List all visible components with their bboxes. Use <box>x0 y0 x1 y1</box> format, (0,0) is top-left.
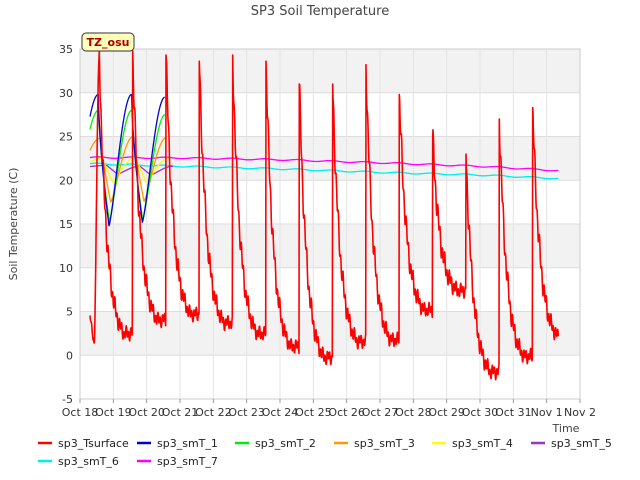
x-axis-label: Time <box>552 422 580 435</box>
y-tick-label: 10 <box>59 262 73 275</box>
y-tick-label: 15 <box>59 218 73 231</box>
series-line-sp3-smT-7 <box>89 156 559 172</box>
y-tick-label: 30 <box>59 87 73 100</box>
x-tick-label: Oct 31 <box>495 406 532 419</box>
series-lines <box>89 49 560 381</box>
x-tick-label: Oct 28 <box>395 406 432 419</box>
badge-label: TZ_osu <box>87 36 130 49</box>
y-tick-label: 25 <box>59 131 73 144</box>
plot-band <box>80 180 580 224</box>
x-tick-label: Oct 20 <box>128 406 165 419</box>
legend-label: sp3_Tsurface <box>58 437 129 450</box>
series-line-sp3-smT-1 <box>89 93 165 227</box>
x-tick-label: Nov 1 <box>531 406 563 419</box>
x-tick-label: Oct 26 <box>328 406 365 419</box>
series-line-sp3-smT-6 <box>89 162 559 180</box>
x-tick-label: Oct 23 <box>228 406 265 419</box>
legend: sp3_Tsurface sp3_smT_1 sp3_smT_2 sp3_smT_3 s… <box>38 437 612 468</box>
y-tick-label: 0 <box>66 349 73 362</box>
x-tick-label: Oct 25 <box>295 406 332 419</box>
x-tick-label: Oct 22 <box>195 406 232 419</box>
x-tick-label: Oct 21 <box>162 406 199 419</box>
chart-title: SP3 Soil Temperature <box>251 4 389 19</box>
badge-box <box>81 32 135 52</box>
y-tick-label: 5 <box>66 306 73 319</box>
plot-band <box>80 267 580 312</box>
plot-band <box>80 92 580 137</box>
x-tick-label: Oct 24 <box>262 406 299 419</box>
x-tick-label: Oct 18 <box>62 406 99 419</box>
legend-label: sp3_smT_5 <box>551 437 612 450</box>
x-tick-label: Oct 27 <box>362 406 399 419</box>
plot-band <box>80 49 580 93</box>
plot-band <box>80 224 580 268</box>
legend-label: sp3_smT_4 <box>452 437 513 450</box>
x-tick-label: Oct 29 <box>428 406 465 419</box>
x-tick-label: Oct 30 <box>462 406 499 419</box>
legend-label: sp3_smT_3 <box>354 437 415 450</box>
y-axis-label: Soil Temperature (C) <box>7 168 20 281</box>
legend-label: sp3_smT_2 <box>255 437 316 450</box>
plot-area <box>79 48 581 400</box>
x-tick-label: Oct 19 <box>95 406 132 419</box>
series-line-sp3-Tsurface <box>89 49 560 381</box>
plot-band <box>80 136 580 181</box>
legend-label: sp3_smT_7 <box>157 455 218 468</box>
badge: TZ_osu <box>81 32 135 52</box>
y-tick-label: -5 <box>62 393 73 406</box>
y-tick-label: 20 <box>59 174 73 187</box>
plot-background <box>79 48 581 400</box>
y-axis-ticks: -5 0 5 10 15 20 25 30 35 <box>59 43 73 406</box>
legend-label: sp3_smT_6 <box>58 455 119 468</box>
y-tick-label: 35 <box>59 43 73 56</box>
legend-label: sp3_smT_1 <box>157 437 218 450</box>
x-tick-label: Nov 2 <box>564 406 596 419</box>
